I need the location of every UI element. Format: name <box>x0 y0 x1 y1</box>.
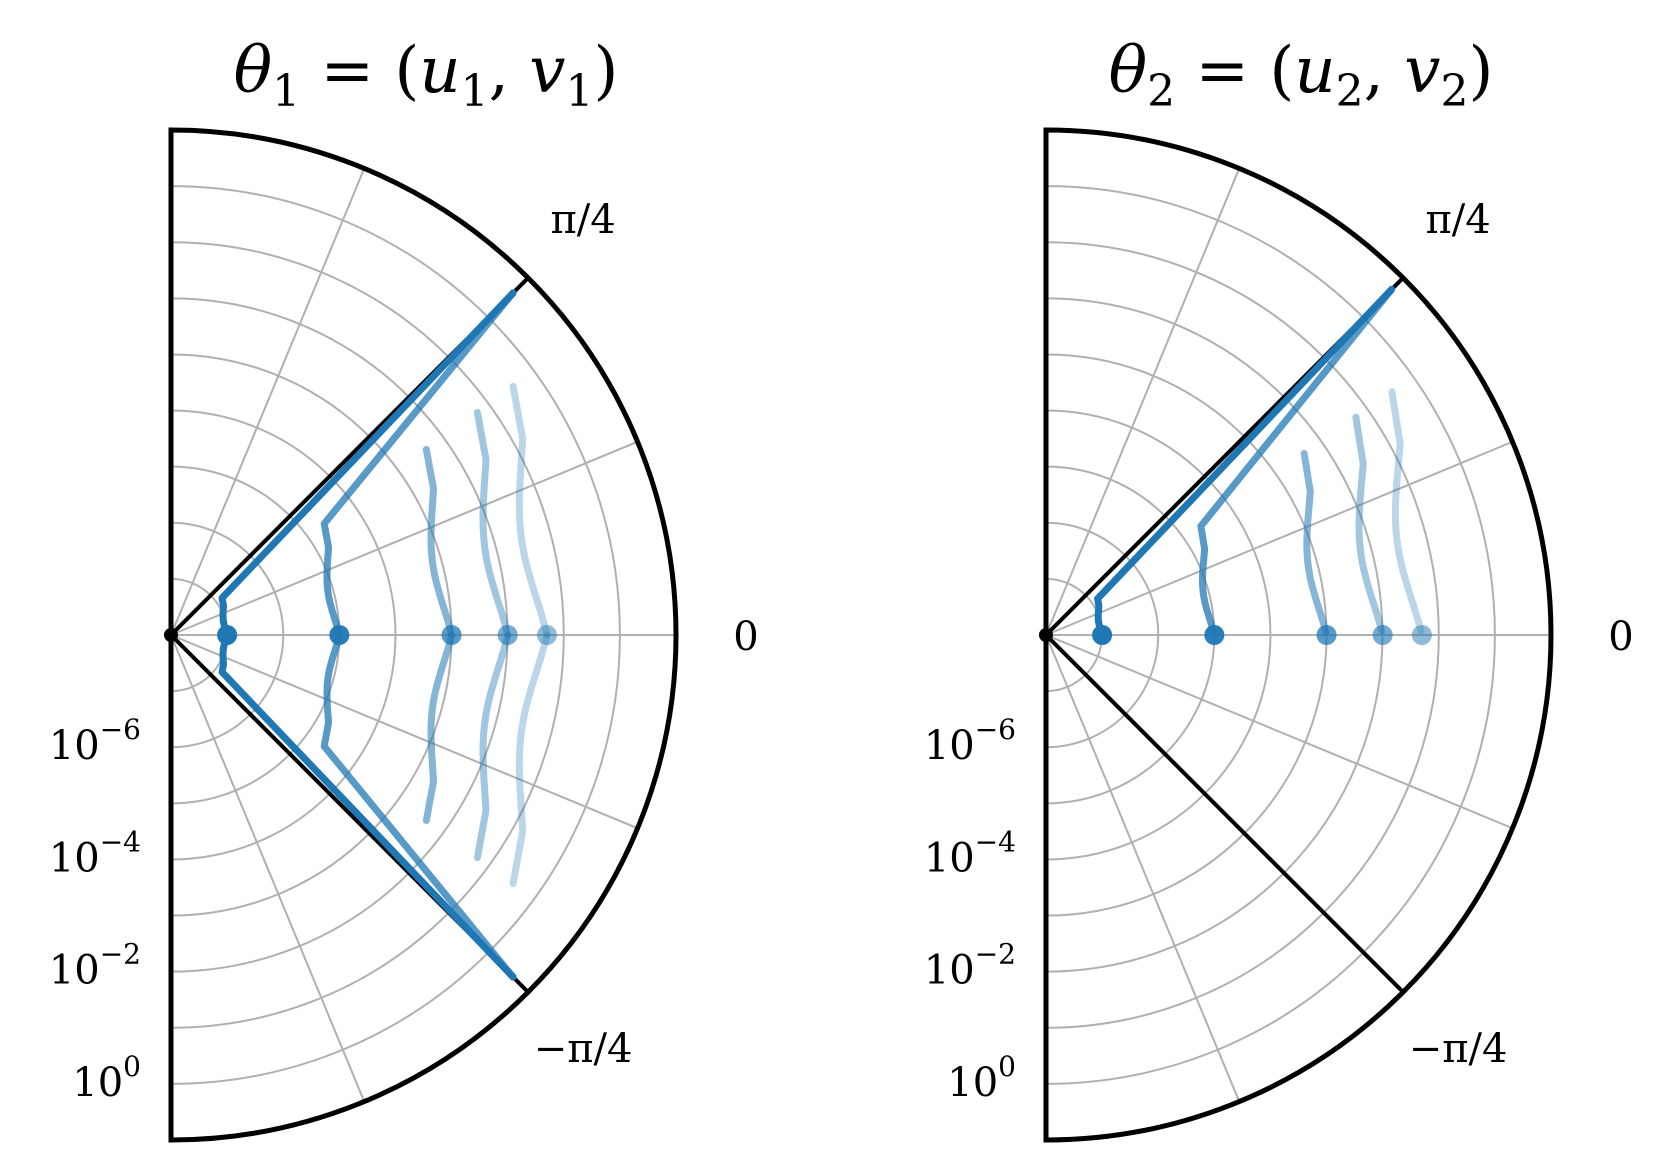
start-point <box>441 625 462 645</box>
panel-title: θ2 = (u2, v2) <box>1109 34 1494 117</box>
radial-tick-label: 10−4 <box>49 825 141 881</box>
polar-panel-2: θ2 = (u2, v2) π/4 0 −π/4 10−6 10−4 10−2 100 <box>924 34 1634 1143</box>
trajectory-lower-5 <box>509 631 551 888</box>
angle-tick-label: −π/4 <box>1409 1026 1508 1072</box>
trajectories <box>1092 285 1432 645</box>
angle-tick-label: −π/4 <box>534 1026 633 1072</box>
radial-tick-label: 100 <box>947 1050 1016 1106</box>
radial-tick-label: 10−4 <box>924 825 1016 881</box>
panel-title: θ1 = (u1, v1) <box>234 34 619 117</box>
polar-panel-1: θ1 = (u1, v1) π/4 0 −π/4 10−6 10−4 10−2 100 <box>49 34 759 1143</box>
start-point <box>329 625 350 645</box>
radial-tick-label: 10−2 <box>924 938 1016 994</box>
polar-frame <box>1043 127 1554 1143</box>
trajectory-upper-3 <box>1300 450 1330 636</box>
origin-point <box>1039 628 1053 642</box>
angular-grid-line <box>1045 634 1513 830</box>
trajectory-upper-2 <box>1197 285 1396 637</box>
trajectory-lower-4 <box>473 631 512 862</box>
trajectory-upper-4 <box>1352 413 1386 635</box>
radial-tick-label: 10−6 <box>49 713 141 769</box>
angle-tick-label: π/4 <box>550 197 615 243</box>
angle-tick-label: π/4 <box>1425 197 1490 243</box>
start-point <box>217 625 238 645</box>
angular-grid-line <box>1045 634 1241 1102</box>
start-point <box>1372 625 1393 645</box>
start-point <box>1316 625 1337 645</box>
start-point <box>1204 625 1225 645</box>
trajectory-lower-3 <box>422 631 456 824</box>
grid <box>170 168 676 1102</box>
start-point <box>1411 625 1432 645</box>
radial-tick-label: 10−2 <box>49 938 141 994</box>
grid <box>1045 168 1551 1102</box>
polar-frame <box>168 127 679 1143</box>
angular-grid-line <box>170 634 638 830</box>
trajectory-upper-2 <box>320 289 517 639</box>
angular-grid-line <box>1045 440 1513 636</box>
angular-grid-line <box>1045 168 1241 636</box>
angular-grid-line <box>170 168 366 636</box>
angle-tick-label: 0 <box>733 614 758 660</box>
angular-grid-line <box>170 634 366 1102</box>
radial-tick-label: 100 <box>72 1050 141 1106</box>
start-point <box>1092 625 1113 645</box>
start-point <box>497 625 518 645</box>
trajectory-upper-4 <box>473 408 512 639</box>
angular-grid-line <box>170 440 638 636</box>
trajectory-upper-3 <box>422 446 456 639</box>
trajectory-upper-5 <box>1388 388 1425 635</box>
start-point <box>536 625 557 645</box>
trajectory-lower-2 <box>320 631 517 981</box>
angle-tick-label: 0 <box>1608 614 1633 660</box>
origin-point <box>164 628 178 642</box>
radial-tick-label: 10−6 <box>924 713 1016 769</box>
trajectories <box>217 289 557 981</box>
boundary-line-minus-pi-4 <box>1044 633 1405 994</box>
trajectory-upper-5 <box>509 382 551 639</box>
